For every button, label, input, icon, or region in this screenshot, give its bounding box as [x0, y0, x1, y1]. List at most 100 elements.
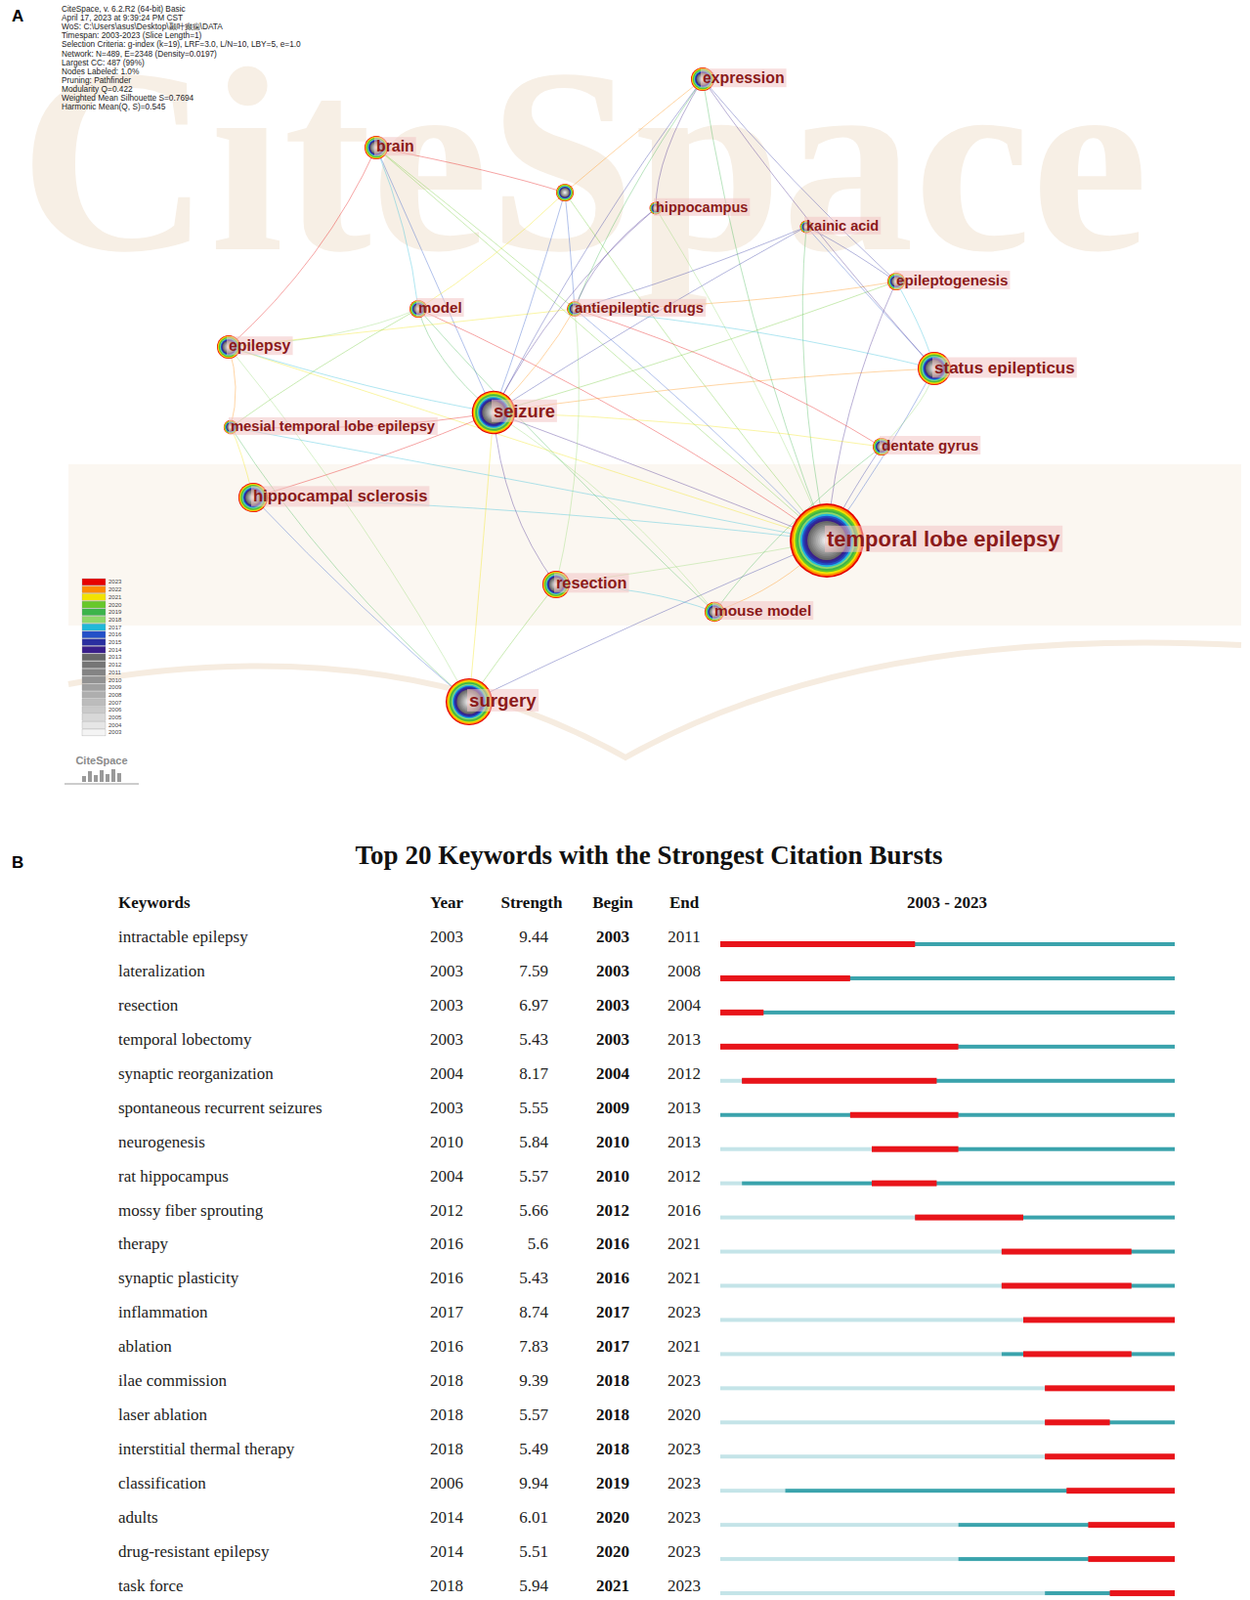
burst-segment [1044, 1384, 1175, 1391]
logo-bar [105, 774, 110, 782]
begin: 2017 [596, 1336, 631, 1356]
edge [556, 308, 579, 585]
strength: 7.59 [518, 961, 549, 981]
strength: 9.39 [518, 1371, 549, 1390]
pre-year-segment [720, 1522, 959, 1527]
label-box [491, 399, 558, 423]
end: 2013 [667, 1132, 701, 1152]
panel-label: B [11, 853, 24, 872]
edge [228, 346, 470, 702]
begin: 2003 [596, 1030, 630, 1049]
burst-segment [1087, 1521, 1175, 1528]
year: 2003 [430, 1098, 464, 1118]
node-ring [563, 191, 566, 194]
legend-label: 2012 [108, 661, 123, 668]
edge [228, 147, 377, 347]
keyword: adults [118, 1508, 159, 1527]
year: 2003 [430, 1030, 464, 1049]
legend-swatch [82, 616, 106, 624]
post-year-segment [1023, 1317, 1175, 1322]
legend-label: 2003 [108, 729, 123, 735]
label-box [824, 525, 1063, 553]
begin: 2009 [596, 1098, 630, 1118]
legend-swatch [82, 698, 106, 706]
node-label-group: mesial temporal lobe epilepsy [228, 417, 438, 435]
node-label: hippocampus [655, 199, 748, 216]
node-ring [556, 183, 574, 202]
logo-text: CiteSpace [75, 754, 128, 767]
legend-label: 2019 [108, 608, 123, 615]
edge [574, 226, 807, 309]
year: 2017 [430, 1302, 465, 1322]
end: 2008 [667, 961, 701, 981]
post-year-segment [720, 1044, 1175, 1049]
pre-year-segment [720, 1250, 1002, 1254]
legend-swatch [82, 586, 106, 594]
legend-swatch [82, 631, 106, 639]
label-box [467, 689, 539, 712]
node-label: antiepileptic drugs [574, 300, 704, 316]
edge [802, 226, 827, 541]
burst-segment [1023, 1316, 1175, 1323]
node-label: temporal lobe epilepsy [826, 526, 1061, 552]
column-header: Begin [592, 893, 634, 912]
end: 2020 [667, 1405, 701, 1424]
end: 2021 [667, 1268, 701, 1288]
node-label: mesial temporal lobe epilepsy [230, 418, 436, 434]
legend-label: 2022 [108, 586, 123, 593]
edge [418, 308, 715, 612]
burst-segment [1110, 1590, 1175, 1596]
keyword: spontaneous recurrent seizures [118, 1098, 323, 1118]
logo-bar [93, 775, 98, 782]
strength: 5.94 [518, 1576, 549, 1595]
pre-year-segment [720, 1385, 1045, 1390]
year: 2018 [430, 1439, 464, 1459]
legend-swatch [82, 623, 106, 631]
node-ring [560, 187, 570, 198]
post-year-segment [784, 1488, 1175, 1493]
begin: 2003 [596, 927, 630, 947]
post-year-segment [1001, 1351, 1175, 1356]
strength: 5.43 [518, 1030, 549, 1049]
node-label-group: model [416, 298, 465, 317]
edge [228, 346, 236, 428]
year-legend: 2023202220212020201920182017201620152014… [82, 578, 123, 736]
edge [493, 412, 715, 612]
year: 2014 [430, 1508, 465, 1527]
strength: 5.57 [518, 1405, 549, 1424]
edge [493, 79, 703, 413]
post-year-segment [958, 1522, 1175, 1527]
end: 2023 [667, 1542, 701, 1561]
strength: 5.55 [518, 1098, 549, 1118]
node-label-group: epileptogenesis [894, 270, 1010, 290]
panel-b: B Top 20 Keywords with the Strongest Cita… [11, 840, 1175, 1596]
strength: 5.57 [518, 1166, 549, 1186]
year: 2016 [430, 1234, 464, 1253]
column-header: Keywords [118, 893, 191, 912]
pre-year-segment [720, 1078, 742, 1083]
edge [230, 308, 419, 428]
burst-segment [871, 1146, 959, 1153]
node-label-group: surgery [467, 689, 539, 712]
node-ring [556, 183, 573, 201]
keyword: drug-resistant epilepsy [118, 1542, 270, 1561]
column-header: Strength [501, 893, 564, 912]
burst-segment [1001, 1249, 1132, 1255]
chart-title: Top 20 Keywords with the Strongest Citat… [355, 840, 944, 870]
begin: 2018 [596, 1439, 630, 1459]
begin: 2020 [596, 1508, 630, 1527]
end: 2023 [667, 1508, 701, 1527]
edge [493, 368, 935, 413]
post-year-segment [1001, 1250, 1175, 1254]
label-box [653, 198, 750, 216]
node-label: status epilepticus [934, 358, 1076, 378]
post-year-segment [1044, 1591, 1175, 1595]
year: 2003 [430, 961, 464, 981]
node-ring [560, 188, 569, 197]
edge [806, 226, 897, 282]
burst-segment [1044, 1453, 1175, 1460]
edge [493, 226, 807, 413]
legend-swatch [82, 691, 106, 699]
begin: 2017 [596, 1302, 631, 1322]
begin: 2016 [596, 1234, 630, 1253]
